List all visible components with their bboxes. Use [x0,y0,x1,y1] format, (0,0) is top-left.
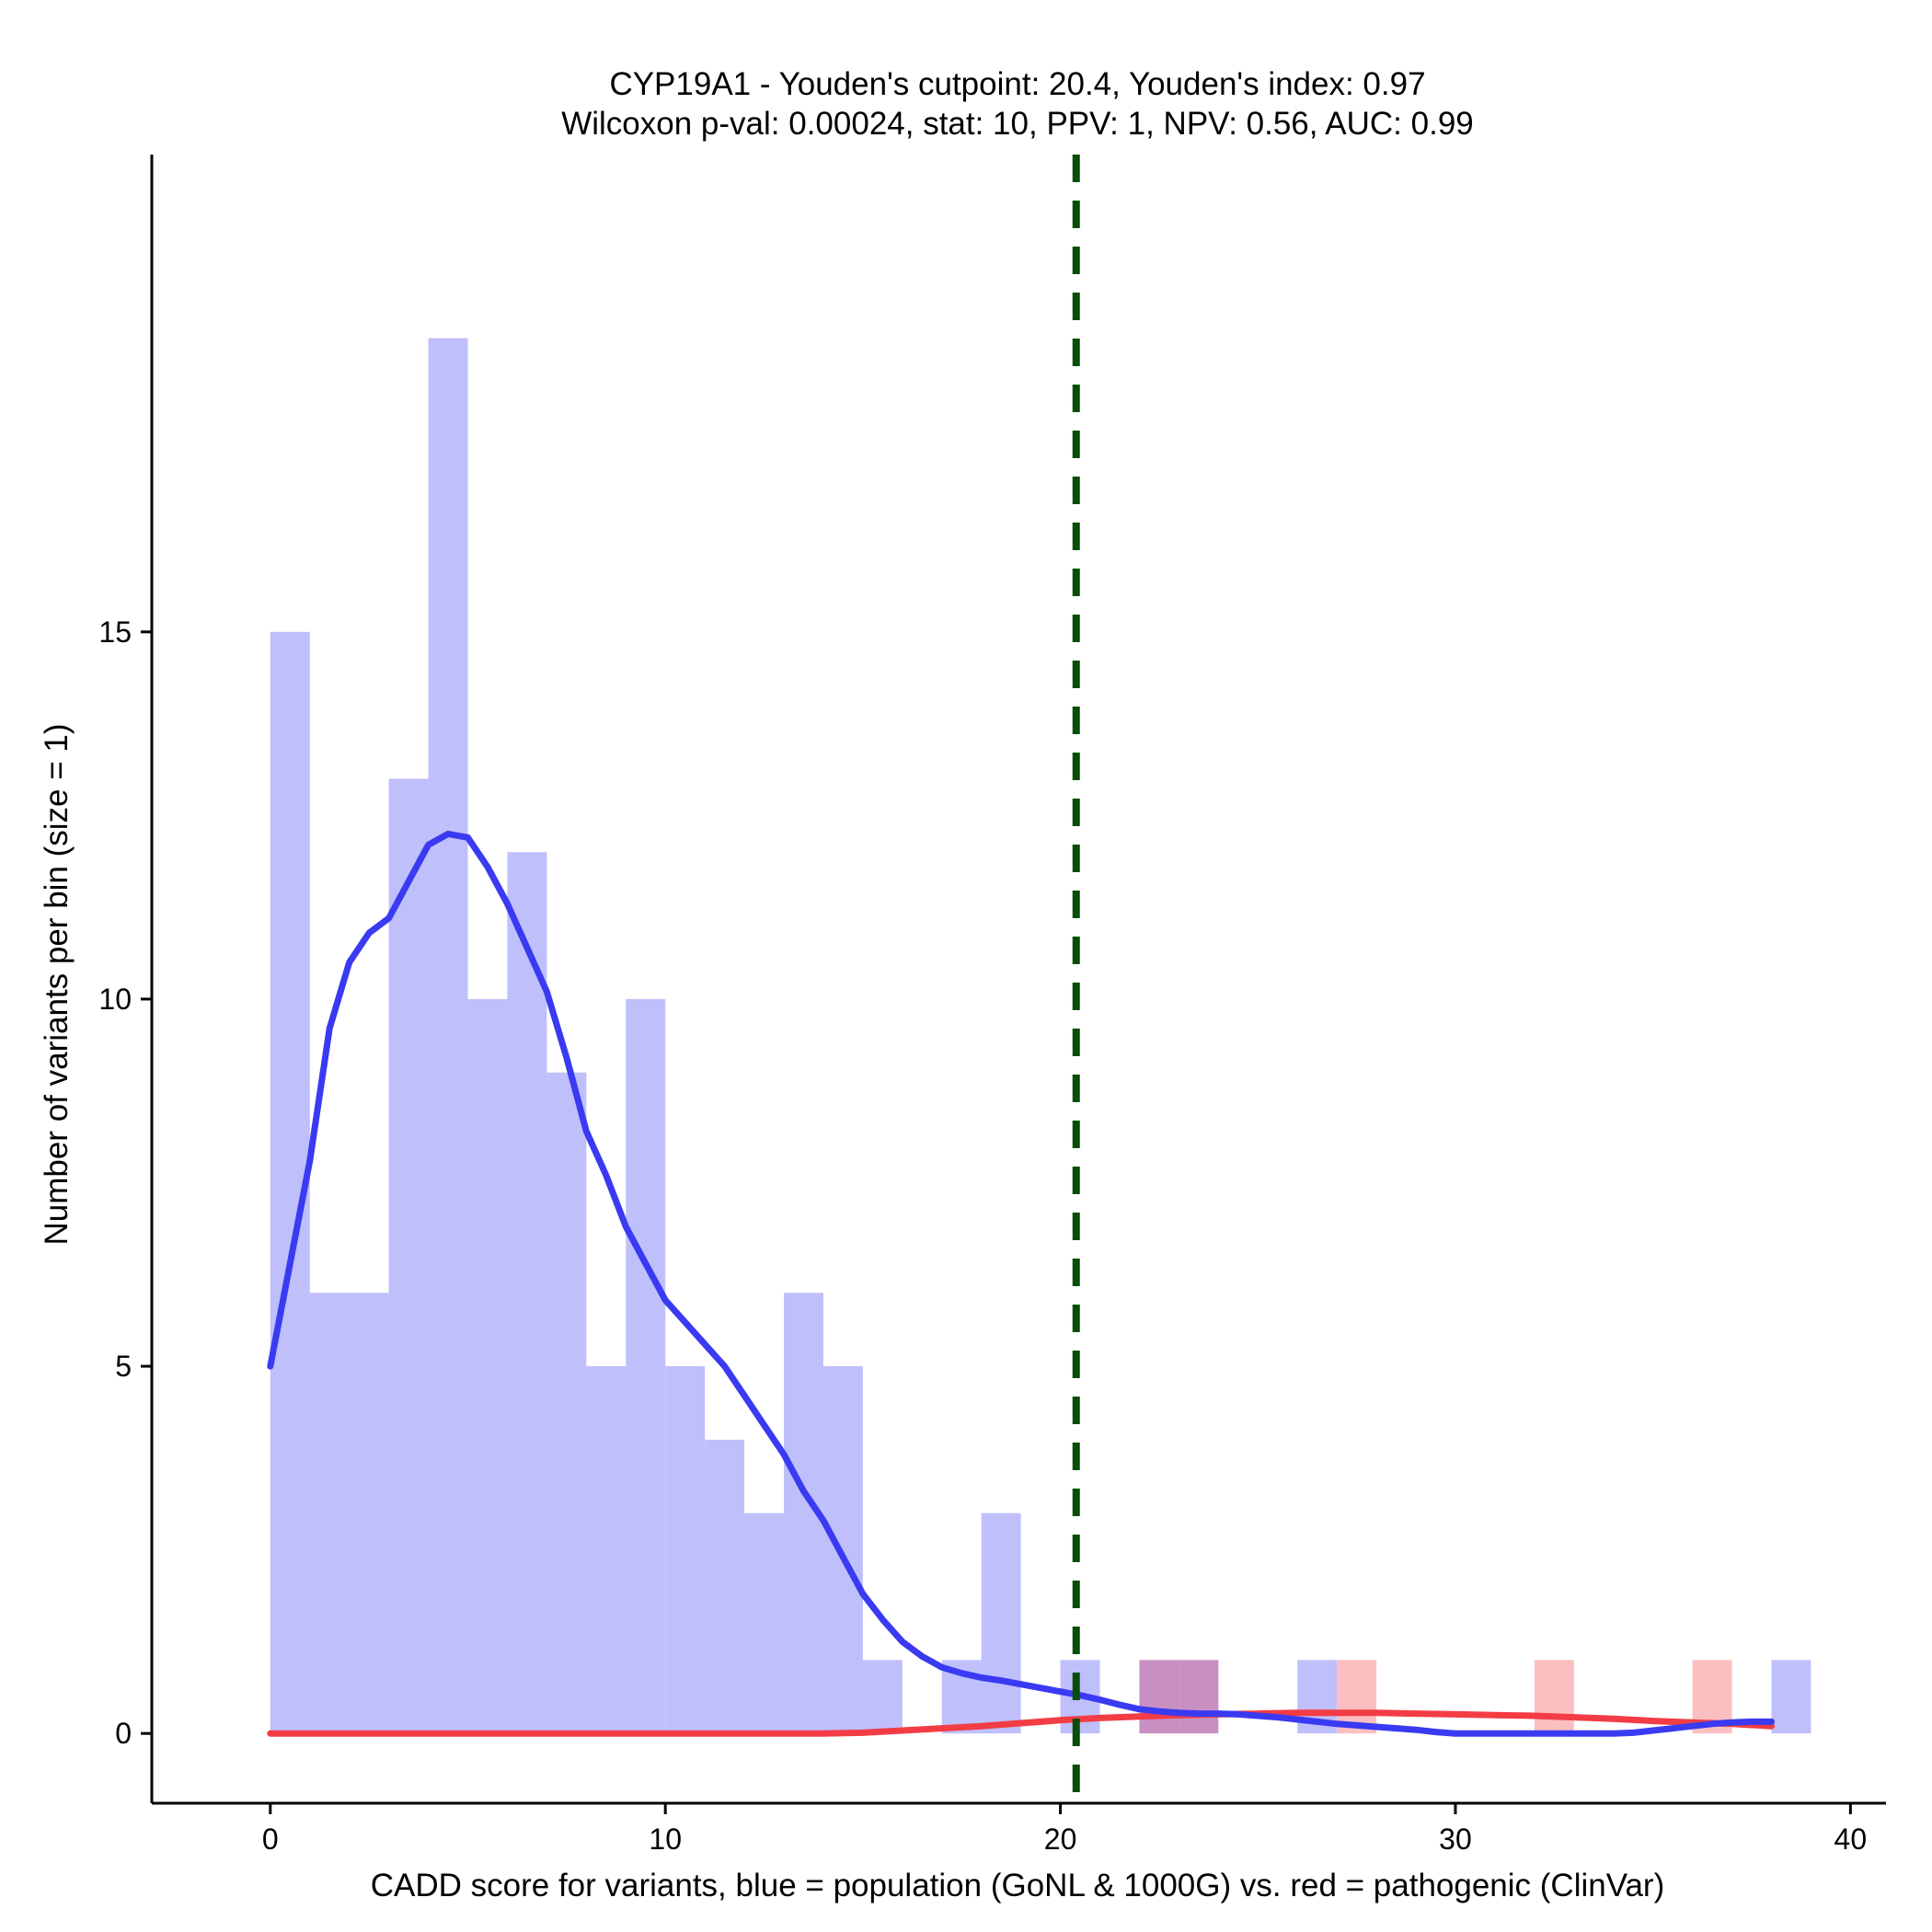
y-tick-label: 15 [98,615,132,649]
pathogenic-bar [1534,1660,1574,1734]
y-tick-label: 0 [115,1717,132,1750]
density-curves [267,830,1775,1737]
chart-title: CYP19A1 - Youden's cutpoint: 20.4, Youde… [609,66,1425,102]
x-tick-label: 10 [649,1823,682,1856]
population-bar [309,1293,350,1734]
population-bar [981,1512,1021,1734]
chart-subtitle: Wilcoxon p-val: 0.00024, stat: 10, PPV: … [561,106,1474,142]
population-bar [1771,1660,1811,1734]
population-bar [546,1072,587,1734]
histogram-bars [270,338,1811,1734]
axes [150,155,1886,1805]
y-tick-label: 5 [115,1350,132,1383]
axis-ticks: 0 10 20 30 40 0 5 10 15 [98,615,1867,1856]
overlap-bar [1179,1660,1219,1734]
population-bar [705,1439,745,1734]
population-bar [428,338,468,1734]
population-bar [862,1660,903,1734]
population-bar [626,998,666,1734]
y-tick-label: 10 [98,983,132,1016]
x-tick-label: 0 [262,1823,279,1856]
population-bar [467,998,508,1734]
y-axis-label: Number of variants per bin (size = 1) [39,723,75,1245]
population-bar [744,1512,785,1734]
x-tick-label: 40 [1834,1823,1868,1856]
x-tick-label: 20 [1044,1823,1077,1856]
population-bar [388,778,429,1734]
overlap-bar [1139,1660,1179,1734]
population-bar [349,1293,389,1734]
x-axis-label: CADD score for variants, blue = populati… [371,1868,1665,1903]
population-bar [822,1366,863,1734]
x-tick-label: 30 [1439,1823,1472,1856]
population-bar [586,1366,627,1734]
population-density-curve [267,830,1775,1737]
population-bar [665,1366,706,1734]
population-bar [507,852,547,1734]
